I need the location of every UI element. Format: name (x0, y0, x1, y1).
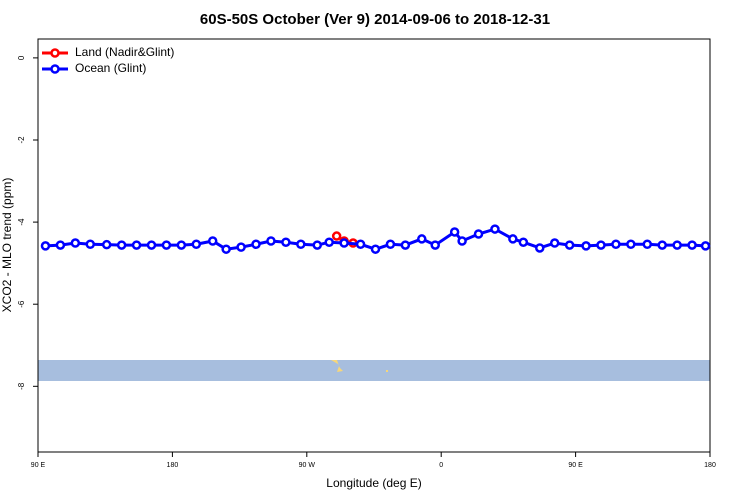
y-tick-label: -2 (17, 136, 26, 144)
data-point (101, 239, 112, 250)
data-point (251, 239, 261, 250)
land-mass (331, 360, 343, 372)
data-point (549, 238, 560, 248)
data-point (457, 236, 467, 246)
data-point (370, 244, 381, 254)
data-point (400, 240, 411, 250)
x-tick-label: 90 E (31, 462, 46, 469)
data-point (449, 227, 460, 237)
legend-label: Ocean (Glint) (75, 61, 146, 75)
data-point (146, 240, 157, 250)
data-point (55, 240, 66, 250)
legend-marker (50, 48, 60, 58)
data-point (626, 239, 636, 250)
data-point (116, 240, 127, 250)
data-point (642, 239, 653, 250)
data-point (85, 239, 96, 250)
x-axis-label: Longitude (deg E) (326, 476, 421, 490)
y-tick-label: -8 (17, 382, 26, 390)
data-point (207, 236, 218, 246)
data-point (70, 238, 81, 248)
data-point (296, 239, 306, 250)
data-point (508, 234, 518, 244)
data-point (385, 239, 396, 250)
x-tick-label: 90 W (299, 462, 316, 469)
data-point (355, 239, 366, 250)
data-point (581, 241, 591, 251)
data-point (490, 224, 500, 234)
data-point (417, 234, 427, 244)
data-point (221, 244, 231, 254)
data-point (281, 237, 291, 247)
data-point (700, 241, 711, 251)
data-point (40, 241, 51, 251)
data-point (518, 237, 529, 247)
land-mass (386, 370, 388, 372)
chart-title: 60S-50S October (Ver 9) 2014-09-06 to 20… (200, 11, 550, 28)
data-point (473, 229, 484, 239)
x-tick-label: 0 (439, 462, 443, 469)
data-point (131, 240, 142, 250)
data-point (312, 240, 323, 250)
y-axis-label: XCO2 - MLO trend (ppm) (0, 178, 14, 313)
y-tick-label: -6 (17, 300, 26, 308)
map-strip (38, 360, 710, 381)
data-point (161, 240, 172, 250)
y-tick-label: 0 (17, 55, 26, 60)
x-tick-label: 180 (167, 462, 179, 469)
data-point (176, 240, 187, 250)
legend-label: Land (Nadir&Glint) (75, 45, 174, 59)
data-point (687, 240, 697, 250)
data-point (535, 243, 545, 253)
y-tick-label: -4 (17, 218, 26, 226)
data-point (191, 239, 202, 250)
data-point (596, 240, 606, 250)
data-point (339, 238, 349, 248)
x-tick-label: 90 E (568, 462, 583, 469)
data-point (611, 239, 621, 250)
data-point (266, 236, 276, 246)
data-point (331, 231, 342, 241)
data-point (236, 242, 246, 252)
data-point (672, 240, 682, 250)
legend-marker (50, 64, 60, 74)
x-tick-label: 180 (704, 462, 716, 469)
data-point (324, 237, 334, 247)
data-point (564, 240, 575, 250)
data-point (430, 240, 440, 250)
data-point (657, 240, 667, 250)
